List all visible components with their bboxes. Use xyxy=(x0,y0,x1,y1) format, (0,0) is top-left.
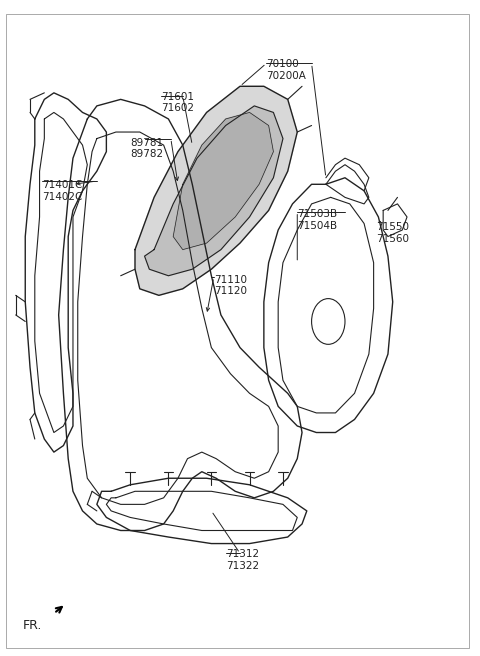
Text: FR.: FR. xyxy=(23,619,42,632)
Text: 71550
71560: 71550 71560 xyxy=(376,222,409,244)
Polygon shape xyxy=(135,87,297,295)
Text: 70100
70200A: 70100 70200A xyxy=(266,59,306,81)
Text: 71503B
71504B: 71503B 71504B xyxy=(297,209,337,231)
Polygon shape xyxy=(144,106,283,276)
Text: 71312
71322: 71312 71322 xyxy=(226,549,259,571)
Text: 89781
89782: 89781 89782 xyxy=(130,138,163,159)
Text: 71601
71602: 71601 71602 xyxy=(161,92,194,113)
Text: 71401C
71402C: 71401C 71402C xyxy=(42,180,83,201)
Polygon shape xyxy=(173,112,274,250)
Text: 71110
71120: 71110 71120 xyxy=(214,275,247,297)
